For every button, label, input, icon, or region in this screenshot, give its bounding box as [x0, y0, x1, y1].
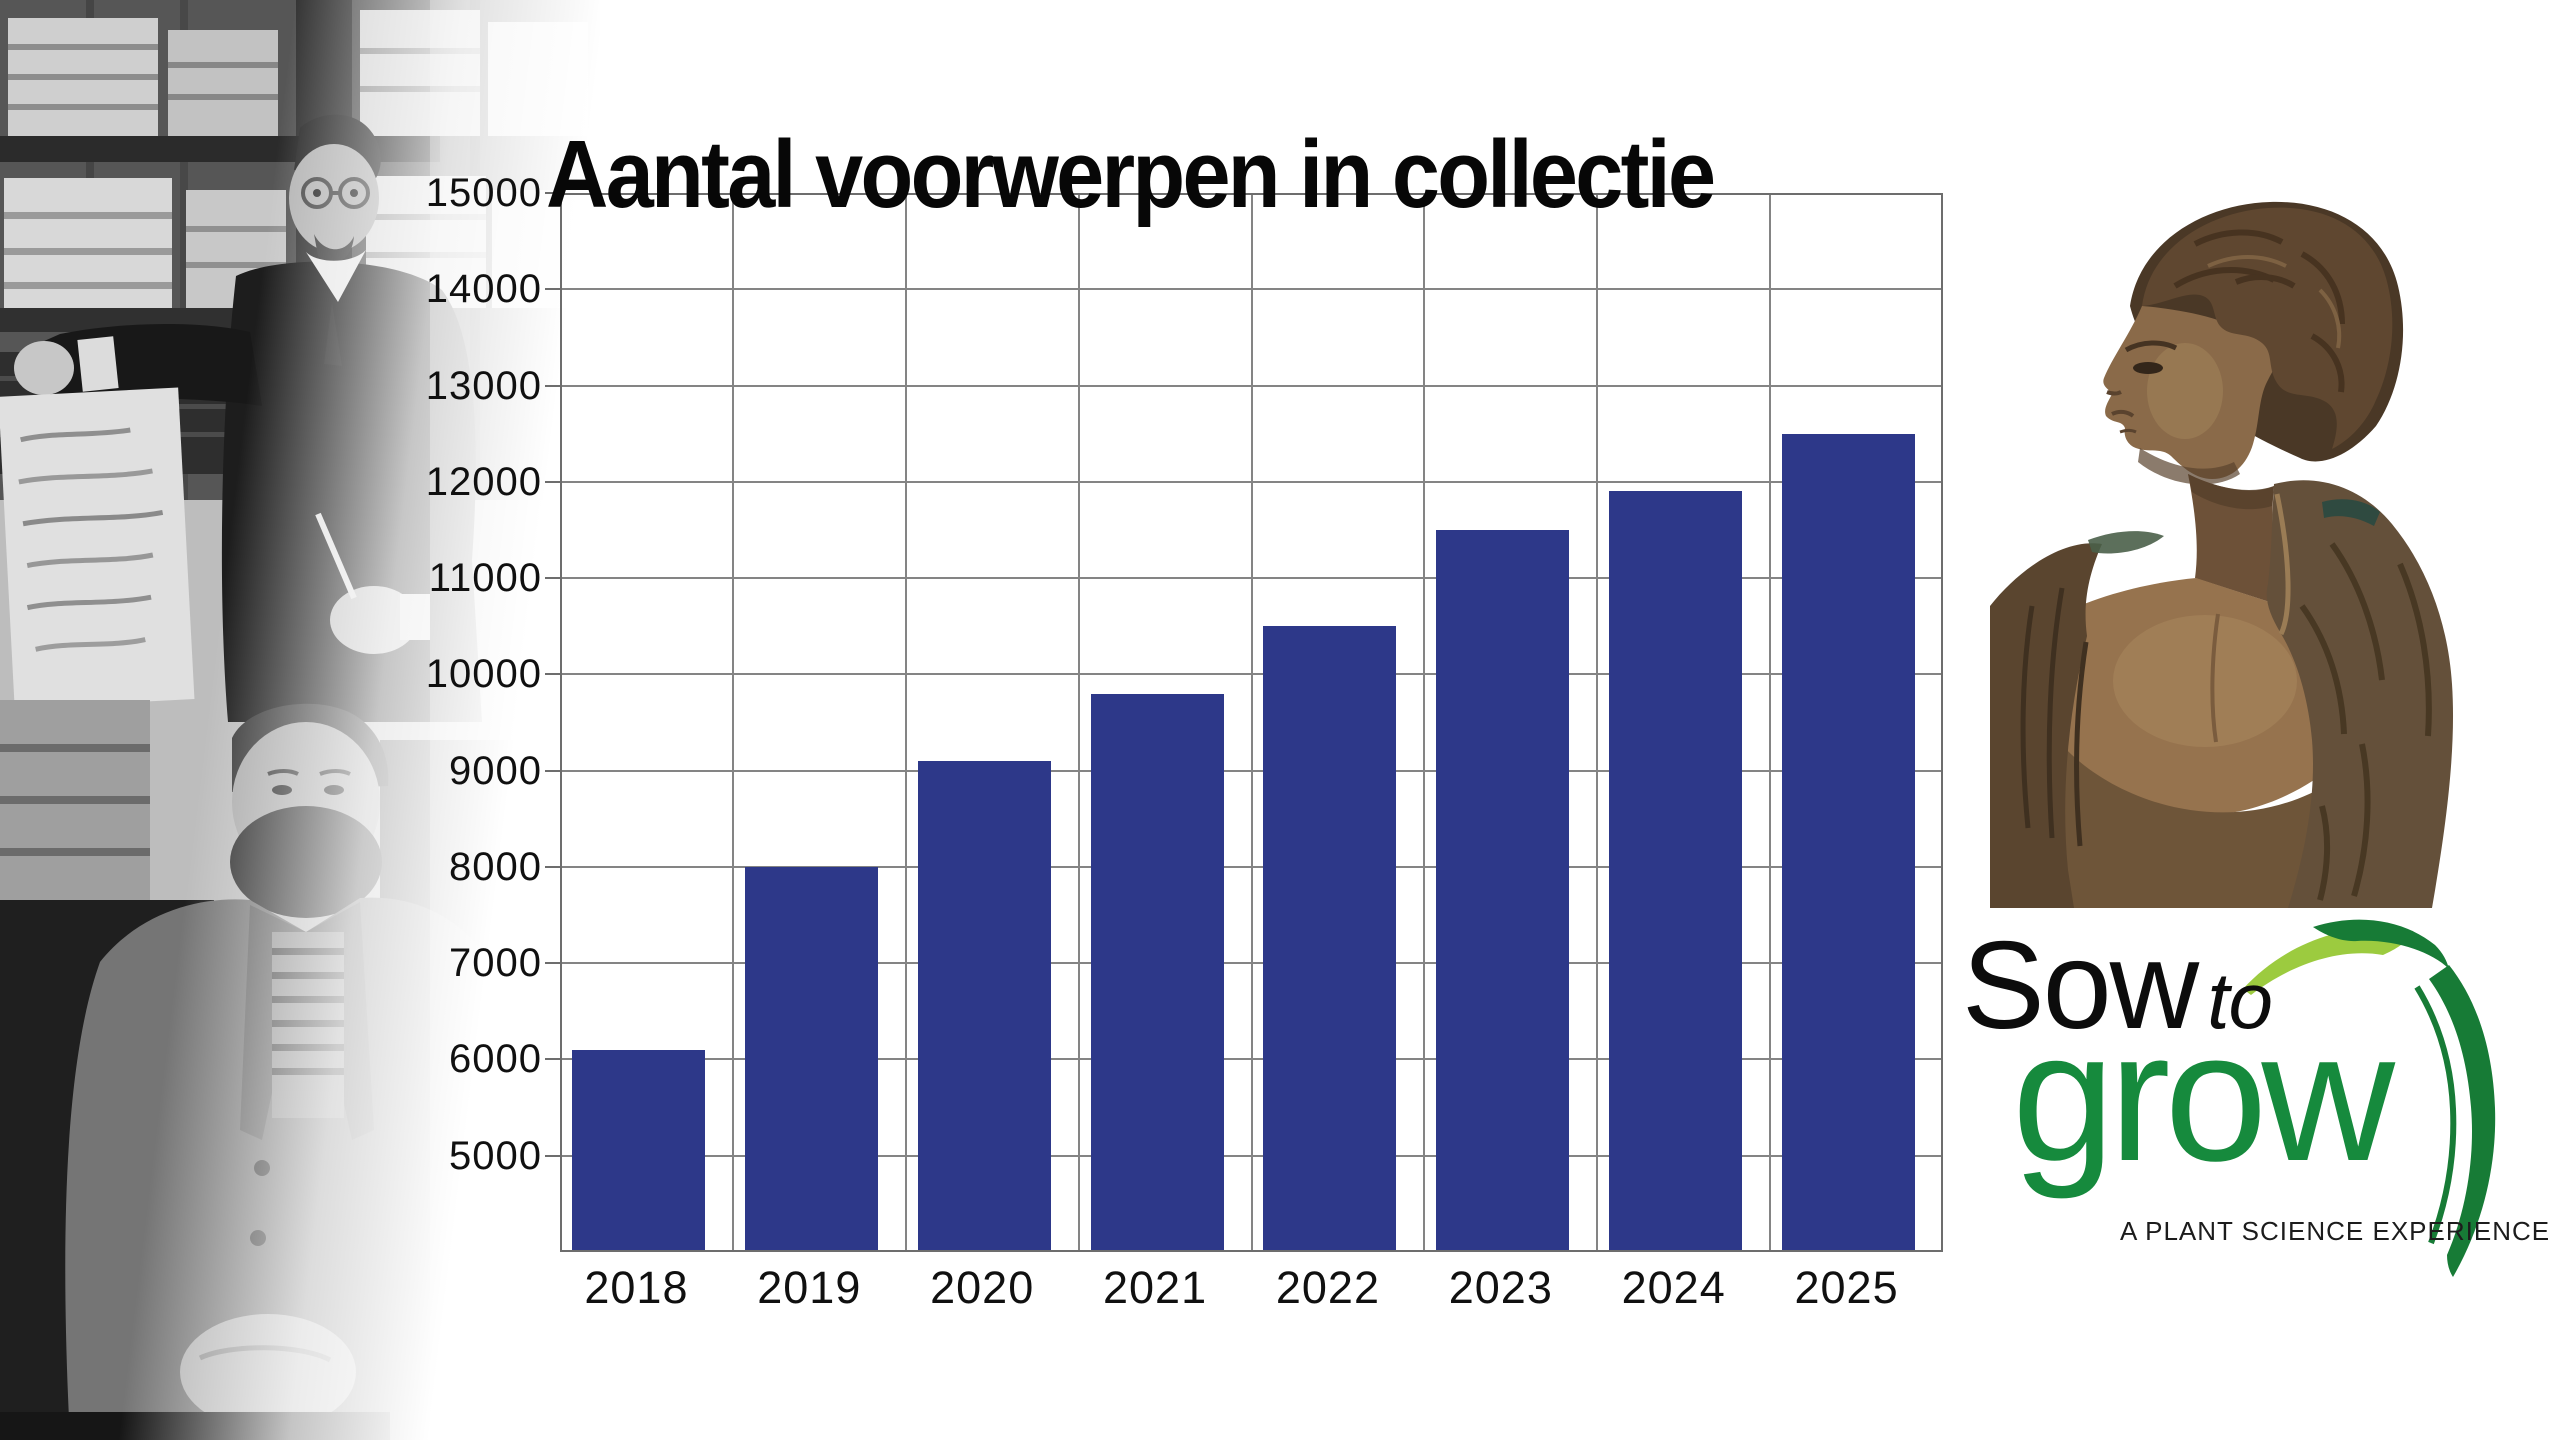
chart-title: Aantal voorwerpen in collectie	[546, 121, 1716, 229]
plot-border-bottom	[560, 1250, 1943, 1252]
y-axis-tick	[545, 384, 560, 387]
x-axis-label-2018: 2018	[584, 1262, 689, 1313]
x-axis-label-2019: 2019	[757, 1262, 862, 1313]
bar-2023	[1436, 529, 1570, 1250]
plot-border-left	[560, 193, 562, 1252]
logo-sow-text: Sow	[1962, 917, 2199, 1055]
bar-2019	[744, 866, 878, 1250]
y-axis-tick	[545, 480, 560, 483]
y-axis-tick	[545, 1058, 560, 1061]
y-axis-tick-label: 9000	[449, 748, 542, 793]
gridline-vertical	[1596, 193, 1599, 1252]
gridline-vertical	[1423, 193, 1426, 1252]
bust-illustration	[1990, 201, 2454, 908]
logo-to-text: to	[2207, 956, 2273, 1045]
x-axis-label-2022: 2022	[1275, 1262, 1380, 1313]
y-axis-tick	[545, 288, 560, 291]
bar-2024	[1609, 491, 1743, 1250]
y-axis-tick	[545, 962, 560, 965]
y-axis-tick-label: 5000	[449, 1133, 542, 1178]
gridline-vertical	[904, 193, 907, 1252]
x-axis: 2018 2019 2020 2021 2022 2023 2024 2025	[560, 1262, 1943, 1322]
bar-chart-plot-area	[545, 192, 1943, 1252]
bronze-bust-photo	[1990, 186, 2495, 908]
x-axis-label-2020: 2020	[930, 1262, 1035, 1313]
logo-sow-to: Sow to	[1962, 915, 2273, 1057]
y-axis-tick-label: 15000	[425, 171, 542, 215]
bar-2018	[571, 1049, 705, 1250]
y-axis-tick-label: 8000	[449, 844, 542, 889]
gridline-vertical	[731, 193, 734, 1252]
historical-archive-photo	[0, 0, 600, 1440]
y-axis-tick	[545, 577, 560, 580]
y-axis-tick-label: 10000	[425, 652, 542, 697]
bar-2022	[1263, 626, 1397, 1250]
x-axis-label-2021: 2021	[1103, 1262, 1208, 1313]
x-axis-label-2023: 2023	[1448, 1262, 1553, 1313]
y-axis: 5000 6000 7000 8000 9000 10000 11000 12000 13000…	[230, 171, 542, 1293]
bar-2021	[1090, 693, 1224, 1250]
x-axis-label-2025: 2025	[1794, 1262, 1899, 1313]
y-axis-tick-label: 7000	[449, 941, 542, 986]
y-axis-tick-label: 14000	[425, 267, 542, 312]
y-axis-tick	[545, 1154, 560, 1157]
y-axis-tick-label: 11000	[428, 556, 542, 601]
gridline-vertical	[1250, 193, 1253, 1252]
photo-fade-gradient	[0, 0, 600, 1440]
y-axis-tick	[545, 769, 560, 772]
x-axis-label-2024: 2024	[1621, 1262, 1726, 1313]
gridline-vertical	[1077, 193, 1080, 1252]
logo-tagline: A PLANT SCIENCE EXPERIENCE	[2120, 1216, 2551, 1246]
y-axis-tick-label: 13000	[425, 363, 542, 408]
bar-2025	[1782, 433, 1916, 1250]
y-axis-tick-label: 12000	[425, 459, 542, 504]
y-axis-tick	[545, 192, 560, 194]
y-axis-tick-label: 6000	[449, 1037, 542, 1082]
plot-border-top	[560, 193, 1943, 195]
y-axis-tick	[545, 865, 560, 868]
logo-grow-text: grow	[2012, 994, 2395, 1200]
leaf-icon	[2243, 919, 2496, 1277]
bar-2020	[917, 761, 1051, 1250]
gridline-vertical	[1769, 193, 1772, 1252]
y-axis-tick	[545, 673, 560, 676]
plot-border-right	[1941, 193, 1943, 1252]
